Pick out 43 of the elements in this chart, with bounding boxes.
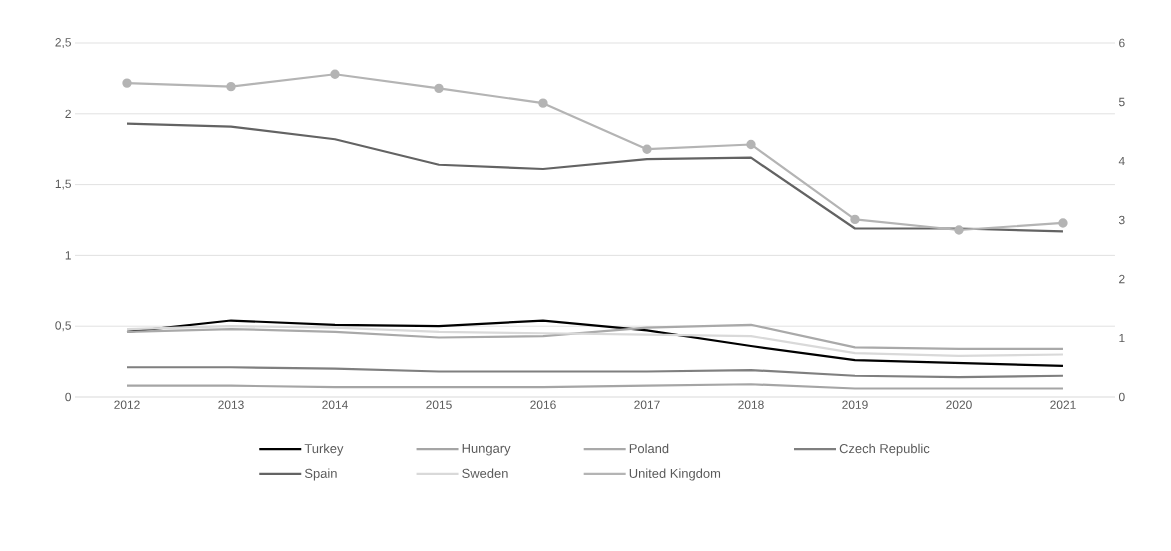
point bbox=[538, 98, 548, 108]
x-tick-label: 2020 bbox=[946, 400, 972, 409]
legend-label: United Kingdom bbox=[629, 468, 721, 481]
x-tick-label: 2018 bbox=[738, 400, 764, 409]
point bbox=[850, 214, 860, 225]
y2-tick-label: 1 bbox=[1119, 333, 1125, 343]
point bbox=[642, 144, 652, 154]
x-tick-label: 2021 bbox=[1050, 400, 1076, 409]
line-series bbox=[125, 325, 1065, 358]
legend-label: Hungary bbox=[462, 443, 511, 456]
x-tick-label: 2014 bbox=[322, 400, 348, 409]
point bbox=[330, 69, 340, 79]
legend-label: Spain bbox=[304, 468, 337, 481]
point bbox=[226, 81, 236, 92]
x-tick-label: 2012 bbox=[114, 400, 140, 409]
y2-tick-label: 6 bbox=[1119, 38, 1125, 48]
point bbox=[954, 225, 964, 235]
x-tick-label: 2017 bbox=[634, 400, 660, 409]
x-tick-label: 2016 bbox=[530, 400, 556, 409]
y-tick-label: 1,5 bbox=[55, 179, 71, 190]
x-tick-label: 2015 bbox=[426, 400, 452, 409]
y2-tick-label: 2 bbox=[1119, 274, 1125, 284]
y-tick-label: 2 bbox=[65, 109, 71, 118]
line-series bbox=[125, 122, 1065, 233]
point bbox=[122, 78, 132, 88]
legend-label: Poland bbox=[629, 443, 669, 454]
legend-label: Turkey bbox=[304, 443, 344, 456]
y2-tick-label: 5 bbox=[1118, 97, 1125, 107]
x-tick-label: 2019 bbox=[842, 400, 868, 409]
line-series bbox=[125, 323, 1065, 350]
y2-tick-label: 3 bbox=[1118, 215, 1125, 225]
x-tick-label: 2013 bbox=[218, 400, 244, 409]
y-tick-label: 0 bbox=[65, 392, 72, 402]
y2-tick-label: 4 bbox=[1118, 156, 1125, 166]
point bbox=[434, 83, 444, 94]
y2-tick-label: 0 bbox=[1118, 392, 1125, 402]
y-tick-label: 2,5 bbox=[55, 38, 71, 48]
legend-label: Sweden bbox=[462, 468, 508, 478]
point bbox=[746, 139, 756, 150]
point bbox=[1058, 218, 1068, 228]
legend-label: Czech Republic bbox=[839, 443, 930, 456]
y-tick-label: 0,5 bbox=[55, 321, 71, 332]
y-tick-label: 1 bbox=[65, 251, 71, 260]
